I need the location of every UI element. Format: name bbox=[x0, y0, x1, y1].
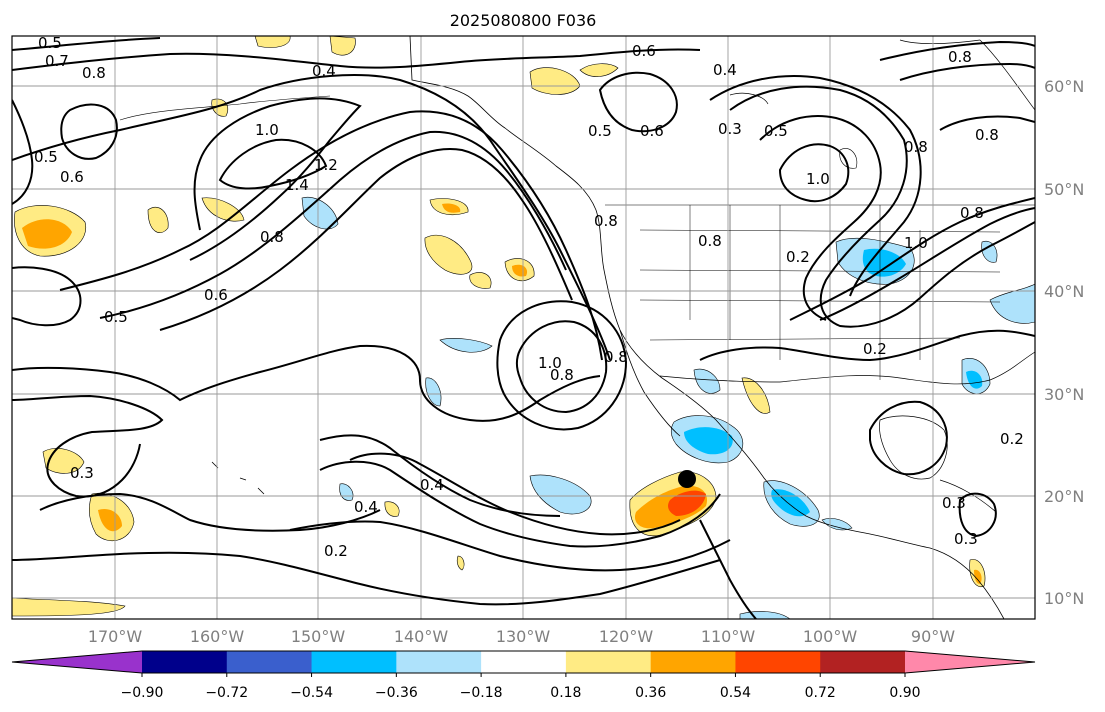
contour-label: 0.6 bbox=[60, 168, 84, 186]
lat-label: 40°N bbox=[1044, 282, 1084, 301]
contour-label: 0.5 bbox=[764, 122, 788, 140]
contour-label: 0.4 bbox=[354, 498, 378, 516]
lat-label: 30°N bbox=[1044, 385, 1084, 404]
contour-label: 0.5 bbox=[34, 148, 58, 166]
contour-label: 0.8 bbox=[948, 48, 972, 66]
colorbar-tick-label: −0.72 bbox=[205, 685, 248, 701]
longitude-labels: 170°W 160°W 150°W 140°W 130°W 120°W 110°… bbox=[88, 627, 955, 646]
contour-label: 0.2 bbox=[1000, 430, 1024, 448]
latitude-labels: 60°N 50°N 40°N 30°N 20°N 10°N bbox=[1044, 77, 1084, 608]
contour-label: 0.8 bbox=[698, 232, 722, 250]
contour-label: 0.8 bbox=[960, 204, 984, 222]
contour-label: 1.4 bbox=[285, 176, 309, 194]
colorbar-tick-label: 0.18 bbox=[550, 685, 581, 701]
contour-label: 0.5 bbox=[104, 308, 128, 326]
colorbar-tick-label: 0.90 bbox=[889, 685, 920, 701]
contour-label: 0.2 bbox=[863, 340, 887, 358]
colorbar: −0.90 −0.72 −0.54 −0.36 −0.18 0.18 0.36 0.54 0.7… bbox=[11, 650, 1036, 701]
colorbar-tick-label: 0.36 bbox=[635, 685, 666, 701]
lat-label: 60°N bbox=[1044, 77, 1084, 96]
contour-label: 0.8 bbox=[594, 212, 618, 230]
lat-label: 10°N bbox=[1044, 589, 1084, 608]
figure-title: 2025080800 F036 bbox=[450, 11, 597, 30]
colorbar-tick-label: −0.36 bbox=[375, 685, 418, 701]
colorbar-extend-low bbox=[12, 651, 142, 673]
contour-label: 0.5 bbox=[38, 34, 62, 52]
contour-label: 0.8 bbox=[260, 228, 284, 246]
colorbar-tick-label: 0.54 bbox=[720, 685, 751, 701]
contour-label: 0.8 bbox=[82, 64, 106, 82]
negative-anomaly-shading bbox=[301, 196, 1035, 619]
colorbar-segment bbox=[396, 651, 482, 673]
lon-label: 140°W bbox=[394, 627, 449, 646]
contour-label: 1.0 bbox=[806, 170, 830, 188]
lon-label: 120°W bbox=[599, 627, 654, 646]
contour-label: 0.6 bbox=[204, 286, 228, 304]
lat-label: 50°N bbox=[1044, 180, 1084, 199]
contour-label: 0.8 bbox=[550, 366, 574, 384]
contour-label: 0.8 bbox=[975, 126, 999, 144]
lon-label: 170°W bbox=[88, 627, 143, 646]
lon-label: 150°W bbox=[291, 627, 346, 646]
colorbar-segment bbox=[650, 651, 736, 673]
contour-label-layer: 0.5 0.7 0.8 0.4 0.6 0.4 0.8 1.0 1.4 1.2 … bbox=[34, 34, 1024, 560]
contour-label: 0.3 bbox=[942, 494, 966, 512]
colorbar-tick-label: −0.54 bbox=[290, 685, 333, 701]
contour-label: 0.6 bbox=[632, 42, 656, 60]
lon-label: 100°W bbox=[803, 627, 858, 646]
contour-label: 0.2 bbox=[324, 542, 348, 560]
contour-label: 1.2 bbox=[314, 156, 338, 174]
colorbar-segment bbox=[311, 651, 397, 673]
map-panel: 0.5 0.7 0.8 0.4 0.6 0.4 0.8 1.0 1.4 1.2 … bbox=[11, 34, 1036, 620]
colorbar-segment bbox=[481, 651, 567, 673]
contour-label: 0.3 bbox=[954, 530, 978, 548]
contour-label: 0.3 bbox=[70, 464, 94, 482]
colorbar-segment bbox=[735, 651, 821, 673]
contour-label: 0.4 bbox=[420, 476, 444, 494]
colorbar-tick-label: 0.72 bbox=[805, 685, 836, 701]
lon-label: 90°W bbox=[911, 627, 955, 646]
contour-label: 0.5 bbox=[588, 122, 612, 140]
lon-label: 110°W bbox=[701, 627, 756, 646]
colorbar-tick-label: −0.18 bbox=[460, 685, 503, 701]
positive-anomaly-shading bbox=[12, 36, 986, 617]
lon-label: 160°W bbox=[190, 627, 245, 646]
contour-lines bbox=[12, 37, 1035, 619]
map-frame bbox=[11, 35, 1036, 620]
contour-label: 0.2 bbox=[786, 248, 810, 266]
colorbar-segment bbox=[565, 651, 652, 673]
colorbar-tick-label: −0.90 bbox=[121, 685, 164, 701]
contour-label: 1.0 bbox=[255, 121, 279, 139]
lon-label: 130°W bbox=[496, 627, 551, 646]
contour-label: 0.8 bbox=[604, 348, 628, 366]
contour-label: 0.8 bbox=[904, 138, 928, 156]
contour-label: 1.0 bbox=[538, 354, 562, 372]
colorbar-segment bbox=[142, 651, 228, 673]
colorbar-segment bbox=[226, 651, 313, 673]
storm-center-marker bbox=[678, 470, 696, 488]
contour-label: 1.0 bbox=[904, 234, 928, 252]
contour-label: 0.4 bbox=[713, 61, 737, 79]
colorbar-segment bbox=[820, 651, 906, 673]
contour-label: 0.7 bbox=[45, 52, 69, 70]
colorbar-extend-high bbox=[905, 651, 1035, 673]
contour-label: 0.6 bbox=[640, 122, 664, 140]
contour-label: 0.3 bbox=[718, 120, 742, 138]
contour-label: 0.4 bbox=[312, 62, 336, 80]
lat-label: 20°N bbox=[1044, 487, 1084, 506]
